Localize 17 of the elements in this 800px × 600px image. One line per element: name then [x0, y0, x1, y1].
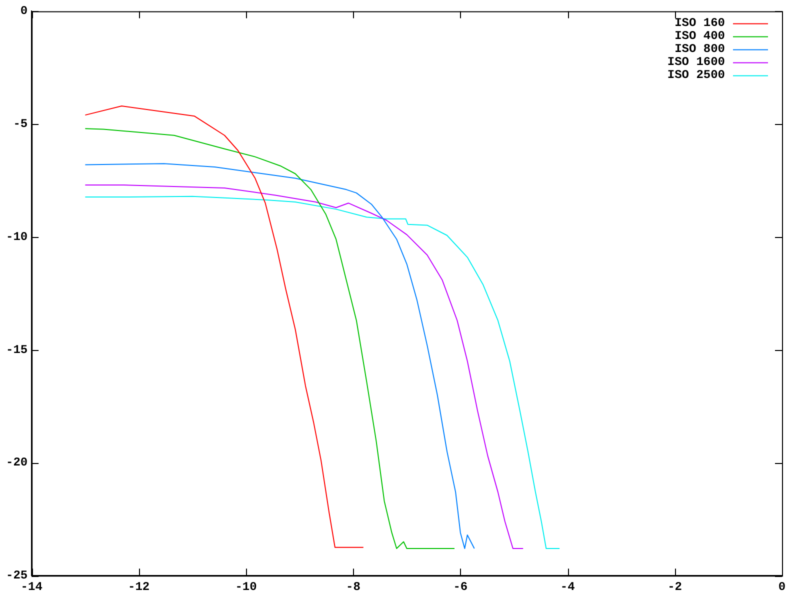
x-tick-label: -2 — [668, 580, 682, 594]
x-tick-label: -8 — [346, 580, 360, 594]
x-tick-label: -10 — [235, 580, 257, 594]
legend-label: ISO 800 — [674, 42, 725, 56]
y-tick-label: -5 — [13, 117, 28, 132]
legend-label: ISO 160 — [674, 16, 725, 30]
x-tick-label: -4 — [560, 580, 575, 594]
x-tick-label: -12 — [128, 580, 150, 594]
x-tick-label: -6 — [453, 580, 468, 594]
y-tick-label: -15 — [6, 342, 28, 357]
y-tick-label: -20 — [6, 456, 28, 470]
legend-label: ISO 1600 — [667, 55, 725, 70]
legend-label: ISO 400 — [674, 29, 725, 44]
y-tick-label: -10 — [6, 230, 28, 244]
y-tick-label: 0 — [20, 4, 28, 18]
x-tick-label: 0 — [778, 580, 786, 594]
legend-label: ISO 2500 — [667, 68, 725, 82]
